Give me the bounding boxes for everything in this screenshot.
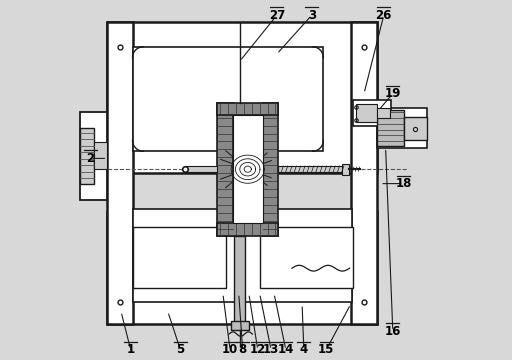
Bar <box>403 117 427 140</box>
Text: 8: 8 <box>239 343 247 356</box>
Text: 27: 27 <box>269 9 285 22</box>
Bar <box>279 166 343 172</box>
Bar <box>79 112 106 200</box>
Bar <box>342 164 349 175</box>
Bar <box>234 236 245 324</box>
Bar <box>106 212 377 324</box>
Bar <box>263 103 279 236</box>
Bar <box>94 142 106 169</box>
Text: 26: 26 <box>376 9 392 22</box>
Bar <box>377 110 403 146</box>
Bar <box>133 209 352 302</box>
Text: 10: 10 <box>222 343 238 356</box>
Bar <box>260 227 353 288</box>
Bar <box>218 103 279 115</box>
Text: 18: 18 <box>395 177 412 190</box>
Text: 16: 16 <box>385 325 401 338</box>
Bar <box>353 100 391 126</box>
Bar <box>231 321 249 330</box>
Text: 14: 14 <box>278 343 294 356</box>
Bar <box>79 128 94 184</box>
Bar <box>356 104 377 122</box>
Bar <box>377 108 427 148</box>
Bar <box>133 47 323 151</box>
Text: 13: 13 <box>263 343 279 356</box>
Bar <box>377 108 390 118</box>
Text: 2: 2 <box>87 152 94 165</box>
Bar <box>232 115 263 223</box>
Text: 1: 1 <box>126 343 135 356</box>
Bar <box>185 166 218 172</box>
Bar <box>106 22 133 324</box>
Bar <box>351 22 377 324</box>
Text: 5: 5 <box>176 343 184 356</box>
Text: 15: 15 <box>318 343 334 356</box>
Text: 19: 19 <box>385 87 401 100</box>
Text: 4: 4 <box>300 343 308 356</box>
Text: 12: 12 <box>250 343 266 356</box>
Bar <box>133 227 226 288</box>
Bar <box>218 223 279 236</box>
Text: 3: 3 <box>308 9 316 22</box>
Bar <box>218 103 232 236</box>
Bar <box>106 22 377 173</box>
